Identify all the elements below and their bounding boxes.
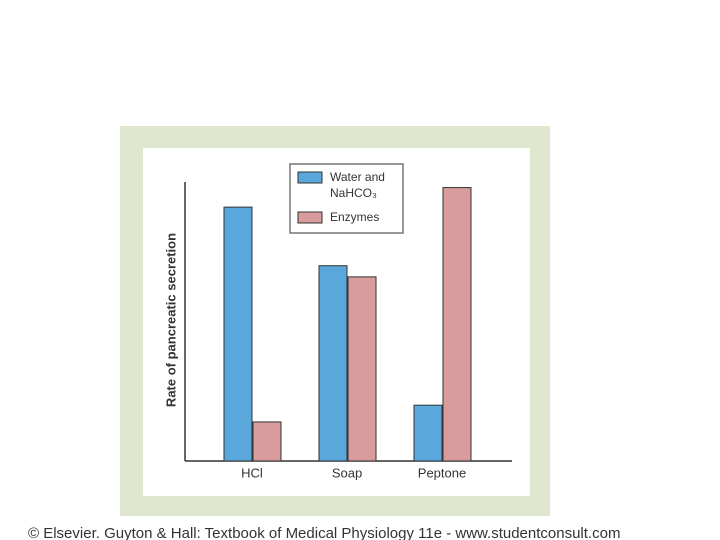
bar [223, 206, 253, 462]
legend-label: Water and NaHCO₃ [330, 170, 385, 200]
legend-label: Enzymes [330, 210, 379, 224]
x-tick-label: Soap [332, 465, 362, 480]
x-tick-label: HCl [241, 465, 263, 480]
bar [318, 265, 348, 462]
source: © Elsevier. Guyton & Hall: Textbook of M… [28, 525, 620, 540]
bar [252, 421, 282, 462]
y-axis-label: Rate of pancreatic secretion [163, 233, 178, 407]
legend-swatch [297, 171, 323, 184]
legend-swatch [297, 211, 323, 224]
bar [413, 404, 443, 462]
bar [347, 276, 377, 462]
bar [442, 187, 472, 462]
x-tick-label: Peptone [418, 465, 466, 480]
